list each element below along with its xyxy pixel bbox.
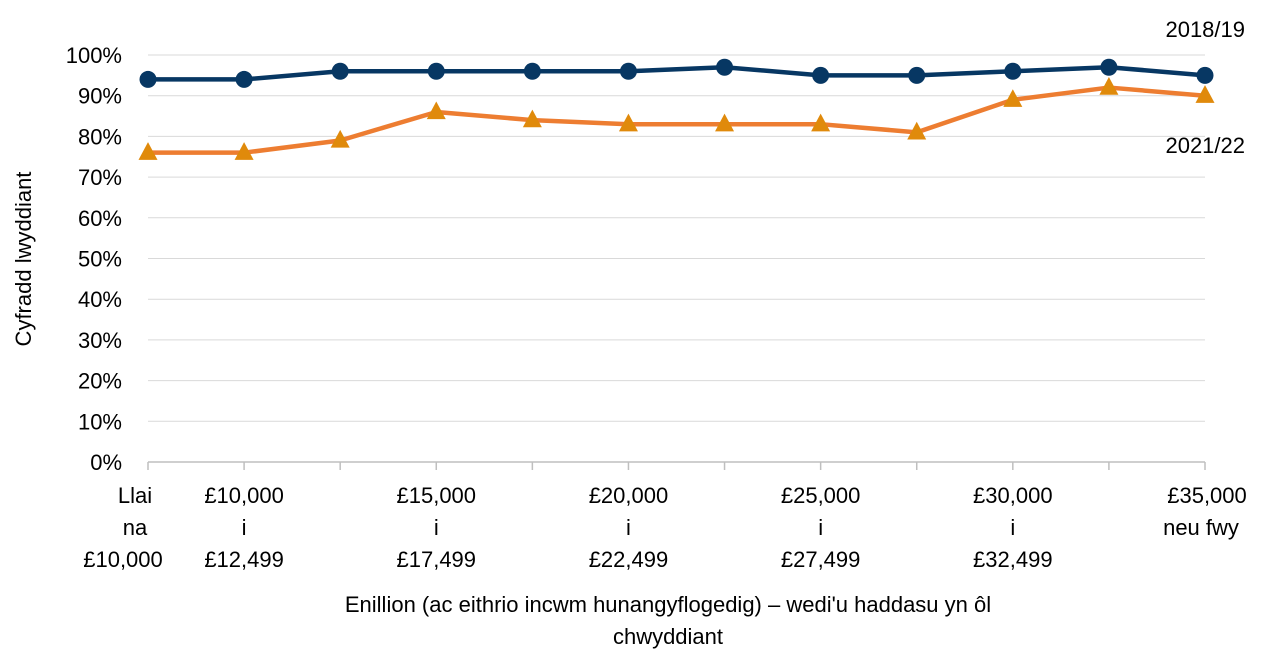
point-2018-19: [716, 58, 734, 76]
x-tick-label: £35,000 neu fwy: [1163, 483, 1247, 540]
point-2018-19: [139, 70, 157, 88]
x-tick-label: £20,000 i £22,499: [589, 483, 669, 572]
point-2018-19: [908, 66, 926, 84]
point-2018-19: [812, 66, 830, 84]
axes: [147, 461, 1206, 470]
x-axis-title: Enillion (ac eithrio incwm hunangyfloged…: [345, 592, 991, 649]
y-tick-label: 20%: [78, 369, 122, 394]
point-2018-19: [619, 62, 637, 80]
point-2021-22: [1099, 77, 1119, 95]
point-2018-19: [523, 62, 541, 80]
point-2021-22: [811, 113, 831, 132]
point-2021-22: [426, 101, 446, 120]
series-line-2018-19: [148, 64, 1206, 82]
y-tick-label: 0%: [90, 450, 122, 475]
y-tick-label: 60%: [78, 206, 122, 231]
point-2021-22: [522, 109, 542, 128]
point-2021-22: [715, 113, 735, 132]
x-tick-label: £25,000 i £27,499: [781, 483, 861, 572]
series-line-2021-22: [148, 85, 1206, 155]
y-tick-label: 80%: [78, 124, 122, 149]
x-tick-label: Llai na £10,000: [83, 483, 163, 572]
point-2018-19: [1196, 66, 1214, 84]
y-tick-label: 10%: [78, 409, 122, 434]
point-2018-19: [235, 70, 253, 88]
y-tick-label: 30%: [78, 328, 122, 353]
point-2021-22: [618, 113, 638, 132]
series-label-2021-22: 2021/22: [1165, 133, 1245, 158]
y-axis-title: Cyfradd lwyddiant: [11, 172, 36, 347]
point-2021-22: [138, 142, 158, 160]
x-tick-label: £15,000 i £17,499: [397, 483, 477, 572]
y-tick-label: 100%: [66, 43, 122, 68]
point-2021-22: [330, 129, 350, 148]
y-tick-label: 40%: [78, 287, 122, 312]
point-2021-22: [234, 142, 254, 160]
labels: 0% 10% 20% 30% 40% 50% 60% 70% 80% 90% 100% Llai na £…: [11, 17, 1247, 649]
point-2021-22: [907, 121, 927, 140]
y-tick-label: 90%: [78, 84, 122, 109]
point-2018-19: [427, 62, 445, 80]
gridlines: [148, 54, 1205, 422]
point-2018-19: [1004, 62, 1022, 80]
point-2018-19: [1100, 58, 1118, 76]
x-tick-label: £10,000 i £12,499: [204, 483, 284, 572]
y-tick-label: 50%: [78, 247, 122, 272]
point-2021-22: [1195, 85, 1215, 103]
point-2021-22: [1003, 89, 1023, 107]
x-tick-label: £30,000 i £32,499: [973, 483, 1053, 572]
point-2018-19: [331, 62, 349, 80]
y-tick-label: 70%: [78, 165, 122, 190]
series-label-2018-19: 2018/19: [1165, 17, 1245, 42]
series-layer: [138, 58, 1215, 160]
